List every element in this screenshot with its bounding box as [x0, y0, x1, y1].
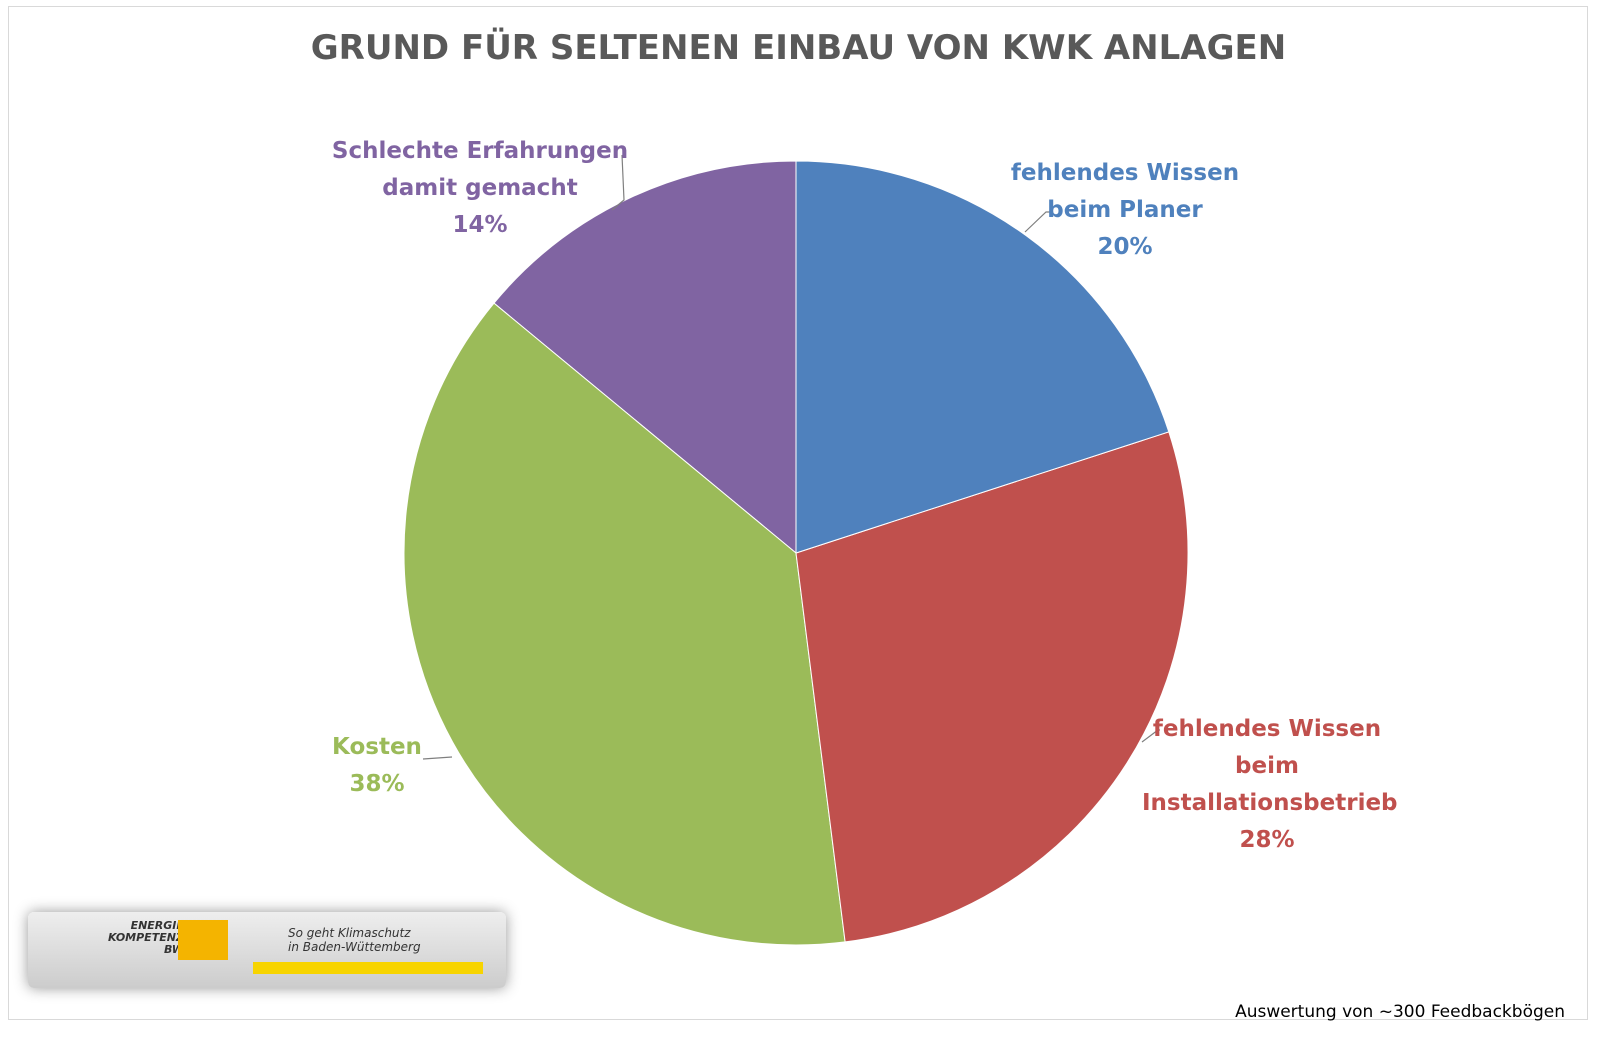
value-label: 20% — [965, 229, 1285, 266]
category-label: fehlendes Wissen beim Planer — [1005, 155, 1245, 229]
logo-bar — [253, 962, 483, 974]
category-label: Kosten — [217, 729, 537, 766]
category-label: fehlendes Wissen beim Installationsbetri… — [1142, 711, 1392, 822]
logo-text: So geht Klimaschutz — [288, 926, 411, 940]
slice-label: fehlendes Wissen beim Installationsbetri… — [1107, 711, 1427, 859]
category-label: Schlechte Erfahrungen damit gemacht — [330, 133, 630, 207]
logo-square — [178, 920, 228, 960]
value-label: 28% — [1107, 822, 1427, 859]
chart — [0, 0, 1597, 1042]
value-label: 14% — [320, 207, 640, 244]
footnote: Auswertung von ~300 Feedbackbögen — [1235, 1002, 1565, 1022]
page: GRUND FÜR SELTENEN EINBAU VON KWK ANLAGE… — [0, 0, 1597, 1042]
value-label: 38% — [217, 766, 537, 803]
logo-text: in Baden-Wüttemberg — [288, 940, 421, 954]
